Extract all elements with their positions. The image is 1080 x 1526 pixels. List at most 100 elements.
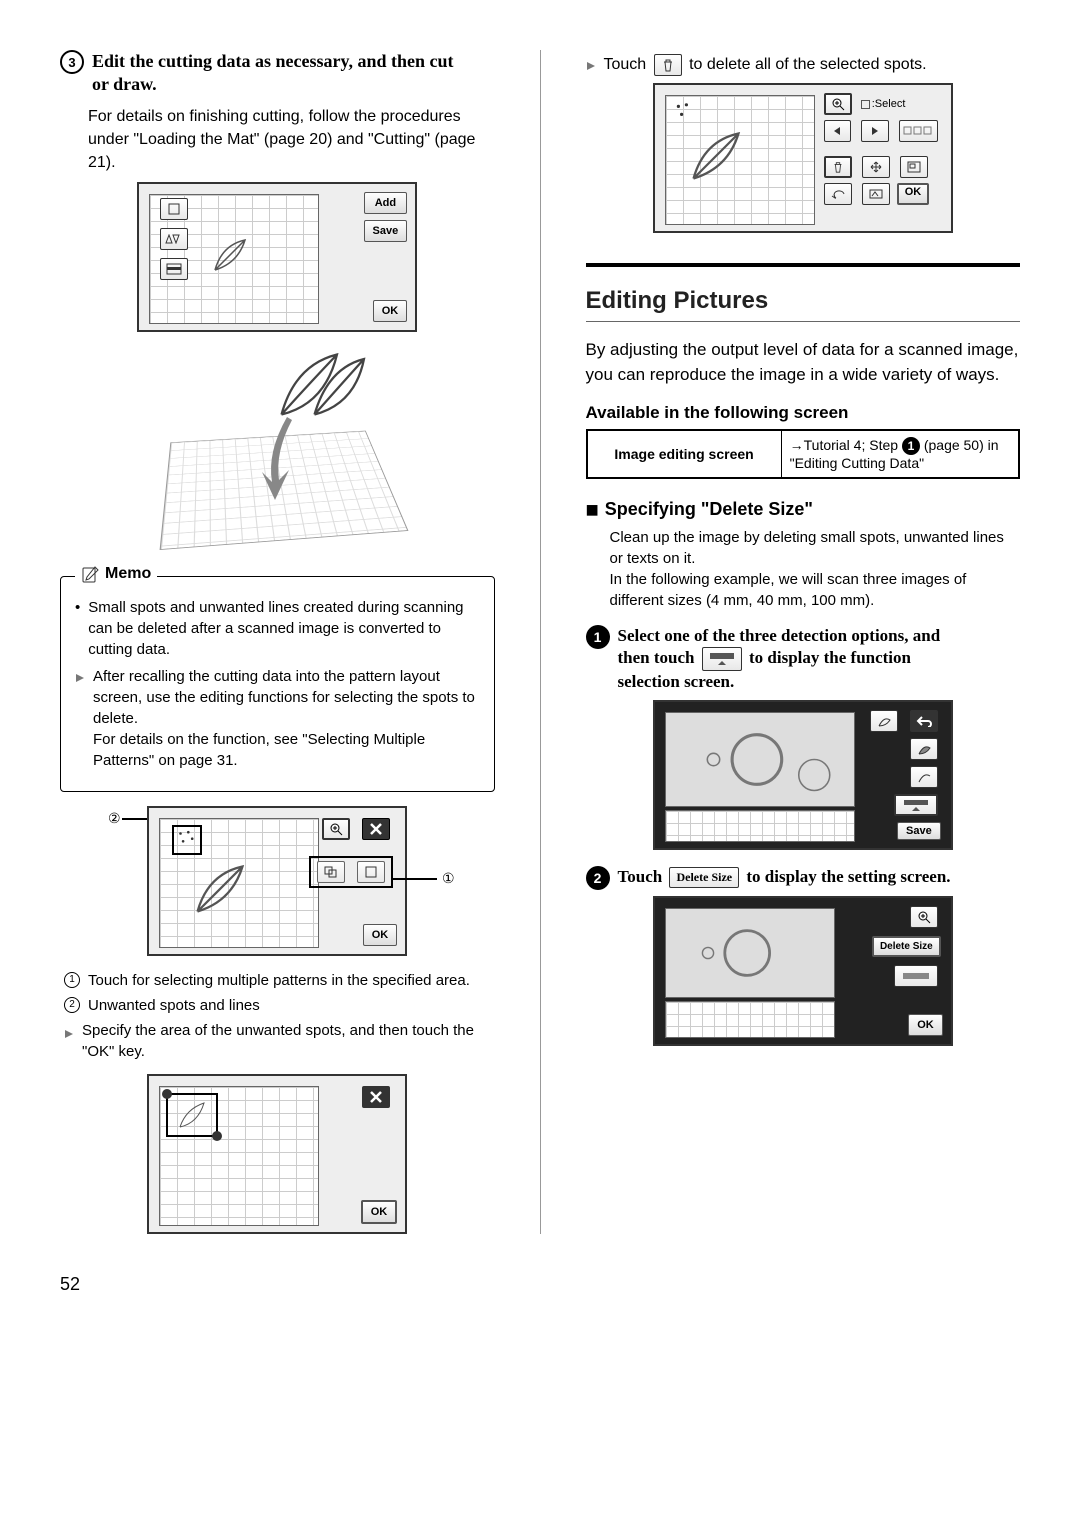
tool-icon: [160, 198, 188, 220]
caret-icon: [64, 1024, 74, 1062]
trash-icon[interactable]: [824, 156, 852, 178]
delete-spots-text-b: to delete all of the selected spots.: [689, 56, 926, 73]
line-mode-icon[interactable]: [910, 766, 938, 788]
figure-with-callouts: ②: [60, 806, 495, 956]
table-cell-left: Image editing screen: [587, 430, 782, 478]
step-3-heading: 3 Edit the cutting data as necessary, an…: [60, 50, 495, 97]
card-icon: [160, 258, 188, 280]
available-table: Image editing screen →Tutorial 4; Step 1…: [586, 429, 1021, 479]
step-1-line-a: Select one of the three detection option…: [618, 625, 941, 647]
two-column-layout: 3 Edit the cutting data as necessary, an…: [60, 50, 1020, 1234]
ok-button[interactable]: OK: [361, 1200, 398, 1224]
step-3-title-line2: or draw.: [92, 73, 454, 96]
move-icon[interactable]: [862, 156, 890, 178]
square-bullet-icon: ■: [586, 497, 599, 523]
step-1-line-c: selection screen.: [618, 671, 941, 693]
close-icon[interactable]: [362, 818, 390, 840]
bullet-dot: •: [75, 597, 80, 660]
outline-mode-icon[interactable]: [870, 710, 898, 732]
close-icon[interactable]: [362, 1086, 390, 1108]
save-button[interactable]: Save: [364, 220, 408, 242]
step-1-line-b: then touch to display the function: [618, 647, 941, 671]
step-2-pre: Touch: [618, 867, 663, 886]
step-2-number: 2: [586, 866, 610, 890]
figure-area-select: OK: [147, 1074, 407, 1234]
figure-recall-illustration: [127, 342, 427, 562]
ok-button[interactable]: OK: [908, 1014, 943, 1036]
section-title: Editing Pictures: [586, 287, 1021, 315]
step-2-heading: 2 Touch Delete Size to display the setti…: [586, 866, 1021, 890]
select-label: :Select: [861, 98, 906, 110]
callout-1-text: Touch for selecting multiple patterns in…: [88, 970, 470, 991]
multi-select-icon[interactable]: [317, 861, 345, 883]
spots-icon: [672, 100, 696, 124]
section-paragraph: By adjusting the output level of data fo…: [586, 338, 1021, 387]
back-icon[interactable]: [910, 710, 938, 732]
callout-2-num: 2: [64, 997, 80, 1013]
step-1-number: 1: [586, 625, 610, 649]
available-title: Available in the following screen: [586, 403, 1021, 423]
step-1-heading: 1 Select one of the three detection opti…: [586, 625, 1021, 693]
zoom-icon[interactable]: [824, 93, 852, 115]
function-button-icon[interactable]: [894, 794, 938, 816]
tool-icon[interactable]: [357, 861, 385, 883]
subsection-body-a: Clean up the image by deleting small spo…: [610, 527, 1021, 569]
memo-bullet-2b: For details on the function, see "Select…: [93, 731, 425, 769]
circles-icon: [666, 713, 854, 806]
delete-size-button[interactable]: Delete Size: [872, 936, 941, 957]
group-icon[interactable]: [900, 156, 928, 178]
step-3-body: For details on finishing cutting, follow…: [88, 105, 495, 175]
trash-icon[interactable]: [654, 54, 682, 76]
callout-2-marker: ②: [108, 810, 121, 827]
column-divider: [540, 50, 541, 1234]
subsection-body-b: In the following example, we will scan t…: [610, 569, 1021, 611]
leaf-pair-icon: [277, 347, 367, 422]
ok-button[interactable]: OK: [373, 300, 408, 322]
delete-size-button[interactable]: Delete Size: [669, 867, 739, 889]
delete-spots-text-a: Touch: [604, 56, 647, 73]
figure-delete-size: Delete Size OK: [653, 896, 953, 1046]
caret-icon: [75, 668, 85, 771]
figure-select-spots: :Select: [653, 83, 953, 233]
ok-button[interactable]: OK: [897, 183, 930, 205]
callout-2-text: Unwanted spots and lines: [88, 995, 260, 1016]
callout-1-marker: ①: [442, 870, 455, 887]
ok-button[interactable]: OK: [363, 924, 398, 946]
step-3-number: 3: [60, 50, 84, 74]
add-button[interactable]: Add: [364, 192, 408, 214]
undo-icon[interactable]: [824, 183, 852, 205]
callout-1-num: 1: [64, 972, 80, 988]
function-button-icon[interactable]: [702, 647, 742, 671]
leaf-icon: [210, 235, 250, 275]
save-button[interactable]: Save: [897, 822, 941, 840]
zoom-icon[interactable]: [910, 906, 938, 928]
memo-bullet-1: Small spots and unwanted lines created d…: [88, 597, 479, 660]
zoom-icon[interactable]: [322, 818, 350, 840]
preview-icon[interactable]: [862, 183, 890, 205]
subsection-title: ■Specifying "Delete Size": [586, 497, 1021, 523]
memo-label: Memo: [75, 565, 157, 583]
smoothing-icon[interactable]: [894, 965, 938, 987]
step-3-title-line1: Edit the cutting data as necessary, and …: [92, 50, 454, 73]
leaf-small-icon: [168, 1095, 216, 1135]
memo-box: Memo • Small spots and unwanted lines cr…: [60, 576, 495, 792]
shapes-icon: [160, 228, 188, 250]
figure-detection-options: Save: [653, 700, 953, 850]
arrow-icon: [257, 412, 297, 502]
table-cell-right: →Tutorial 4; Step 1 (page 50) in "Editin…: [781, 430, 1019, 478]
step-2-post: to display the setting screen.: [746, 867, 950, 886]
section-rule-thin: [586, 321, 1021, 322]
circles-icon: [666, 909, 834, 997]
right-column: Touch to delete all of the selected spot…: [586, 50, 1021, 1234]
page-number: 52: [60, 1274, 1020, 1295]
memo-icon: [81, 565, 99, 583]
leaf-icon: [686, 126, 746, 186]
memo-bullet-2a: After recalling the cutting data into th…: [93, 668, 475, 727]
next-icon[interactable]: [861, 120, 888, 142]
spots-icon: [172, 825, 202, 855]
caret-icon: [586, 56, 596, 77]
region-mode-icon[interactable]: [910, 738, 938, 760]
left-column: 3 Edit the cutting data as necessary, an…: [60, 50, 495, 1234]
select-all-icon[interactable]: [899, 120, 938, 142]
prev-icon[interactable]: [824, 120, 851, 142]
